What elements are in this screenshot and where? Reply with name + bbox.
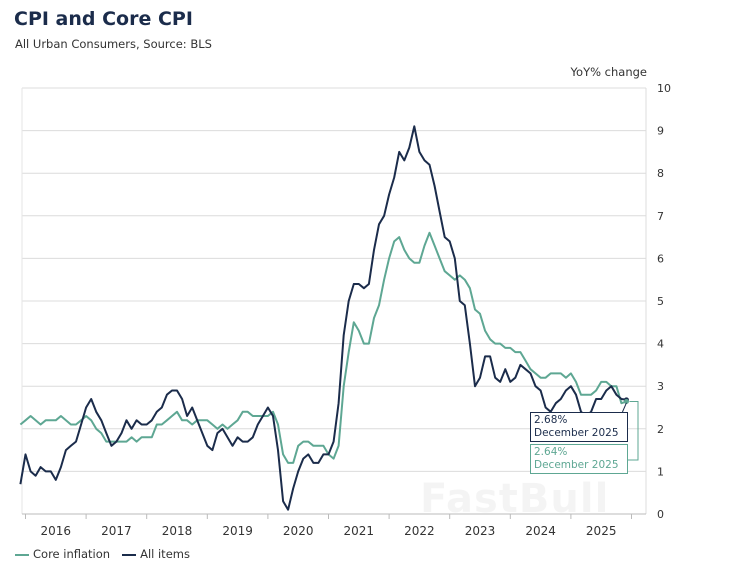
x-tick-label: 2018 [162, 524, 193, 538]
tooltip-date: December 2025 [534, 427, 619, 439]
y-tick-label: 6 [657, 252, 664, 265]
tooltip-date: December 2025 [534, 459, 619, 471]
x-tick-label: 2024 [525, 524, 556, 538]
legend-label: All items [140, 547, 190, 561]
tooltip-all-items: 2.68% December 2025 [530, 412, 628, 442]
y-tick-label: 2 [657, 423, 664, 436]
legend-swatch [15, 553, 29, 556]
x-tick-label: 2022 [404, 524, 435, 538]
series-line-core-inflation [19, 231, 627, 464]
y-tick-label: 7 [657, 210, 664, 223]
legend-item-all-items[interactable]: All items [122, 547, 190, 561]
legend-item-core[interactable]: Core inflation [15, 547, 110, 561]
x-tick-label: 2020 [283, 524, 314, 538]
chart-title: CPI and Core CPI [14, 8, 193, 30]
end-marker-core [623, 399, 629, 405]
y-tick-label: 10 [657, 82, 671, 95]
x-tick-label: 2019 [222, 524, 253, 538]
tooltip-pointer [621, 402, 627, 413]
y-tick-label: 1 [657, 465, 664, 478]
y-tick-label: 5 [657, 295, 664, 308]
watermark-logo: FastBull [420, 479, 609, 519]
y-tick-label: 9 [657, 125, 664, 138]
series-line-all-items [19, 125, 627, 511]
y-tick-label: 8 [657, 167, 664, 180]
legend-label: Core inflation [33, 547, 111, 561]
tooltip-core: 2.64% December 2025 [530, 444, 628, 474]
x-tick-label: 2017 [101, 524, 132, 538]
y-tick-label: 3 [657, 380, 664, 393]
tooltip-value: 2.68% [534, 414, 568, 426]
y-tick-label: 4 [657, 338, 664, 351]
tooltip-pointer [628, 401, 639, 461]
legend-swatch [122, 553, 137, 556]
tooltip-value: 2.64% [534, 446, 568, 458]
x-tick-label: 2016 [41, 524, 72, 538]
x-tick-label: 2025 [586, 524, 617, 538]
x-tick-label: 2023 [465, 524, 496, 538]
chart-subtitle: All Urban Consumers, Source: BLS [15, 37, 212, 51]
x-tick-label: 2021 [344, 524, 375, 538]
y-tick-label: 0 [657, 508, 664, 521]
legend: Core inflation All items [15, 547, 190, 561]
y-axis-label: YoY% change [570, 65, 647, 79]
